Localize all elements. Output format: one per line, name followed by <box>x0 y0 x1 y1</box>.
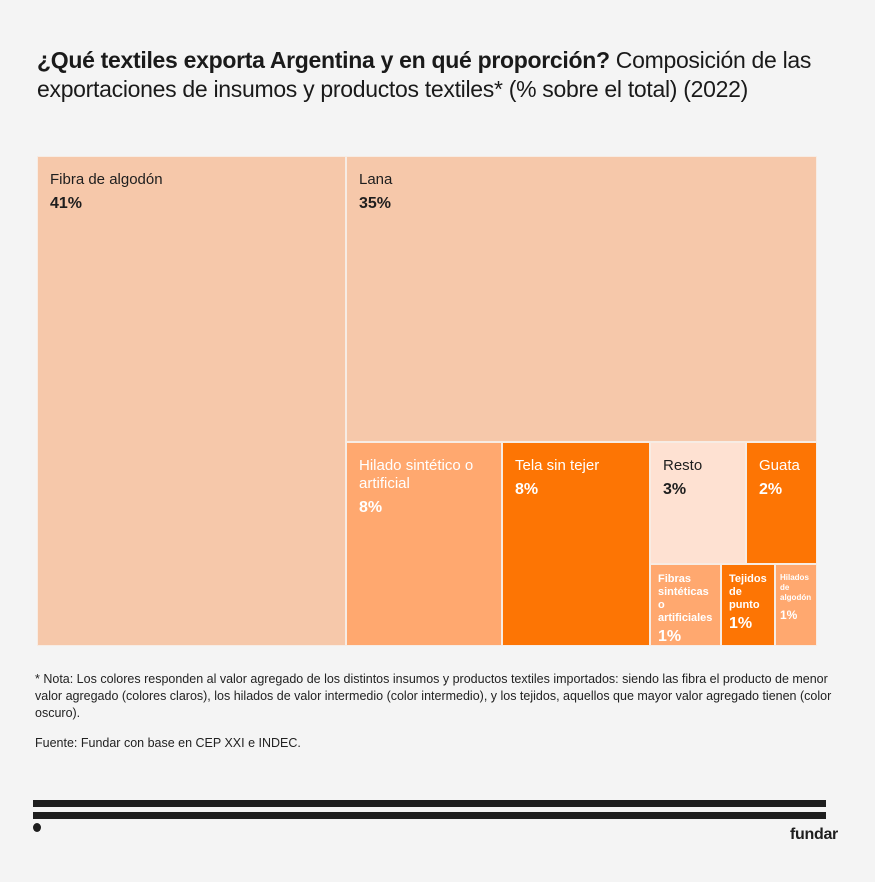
treemap-cell-tejidos-de-punto: Tejidos de punto 1% <box>721 564 775 646</box>
cell-value: 41% <box>50 195 83 212</box>
cell-value: 3% <box>663 481 687 498</box>
cell-value: 8% <box>515 481 539 498</box>
treemap-cell-hilados-de-algodon: Hilados de algodón 1% <box>775 564 817 646</box>
chart-title-bold: ¿Qué textiles exporta Argentina y en qué… <box>37 47 610 73</box>
source-note: Fuente: Fundar con base en CEP XXI e IND… <box>35 736 301 750</box>
footer-dot <box>33 823 41 832</box>
cell-value: 8% <box>359 499 383 516</box>
cell-label: Hilados de algodón 1% <box>780 573 816 622</box>
treemap: Fibra de algodón 41% Lana 35% Hilado sintéti… <box>37 156 817 646</box>
cell-label: Fibra de algodón 41% <box>50 171 163 212</box>
cell-label: Tejidos de punto 1% <box>729 573 769 632</box>
treemap-cell-hilado-sintetico-o-artificial: Hilado sintético o artificial 8% <box>346 442 502 646</box>
cell-label: Tela sin tejer 8% <box>515 457 600 498</box>
treemap-cell-tela-sin-tejer: Tela sin tejer 8% <box>502 442 650 646</box>
cell-value: 1% <box>658 628 682 645</box>
treemap-cell-fibras-sinteticas-o-artificiales: Fibras sintéticas o artificiales 1% <box>650 564 721 646</box>
treemap-cell-fibra-de-algodon: Fibra de algodón 41% <box>37 156 346 646</box>
chart-title: ¿Qué textiles exporta Argentina y en qué… <box>37 46 837 104</box>
treemap-cell-resto: Resto 3% <box>650 442 746 564</box>
cell-label: Lana 35% <box>359 171 393 212</box>
footnote: * Nota: Los colores responden al valor a… <box>35 672 832 720</box>
cell-value: 1% <box>729 615 753 632</box>
brand-logo: fundar <box>790 826 838 843</box>
treemap-cell-guata: Guata 2% <box>746 442 817 564</box>
cell-value: 35% <box>359 195 392 212</box>
treemap-cell-lana: Lana 35% <box>346 156 817 442</box>
chart-title-rest: Composición de las exportaciones de insu… <box>37 47 812 102</box>
cell-label: Guata 2% <box>759 457 800 498</box>
cell-label: Hilado sintético o artificial 8% <box>359 457 489 517</box>
cell-value: 2% <box>759 481 783 498</box>
cell-label: Resto 3% <box>663 457 703 498</box>
footer-rule-bottom <box>33 812 826 819</box>
cell-label: Fibras sintéticas o artificiales 1% <box>658 573 718 645</box>
footer-rule-top <box>33 800 826 807</box>
cell-value: 1% <box>780 608 798 622</box>
